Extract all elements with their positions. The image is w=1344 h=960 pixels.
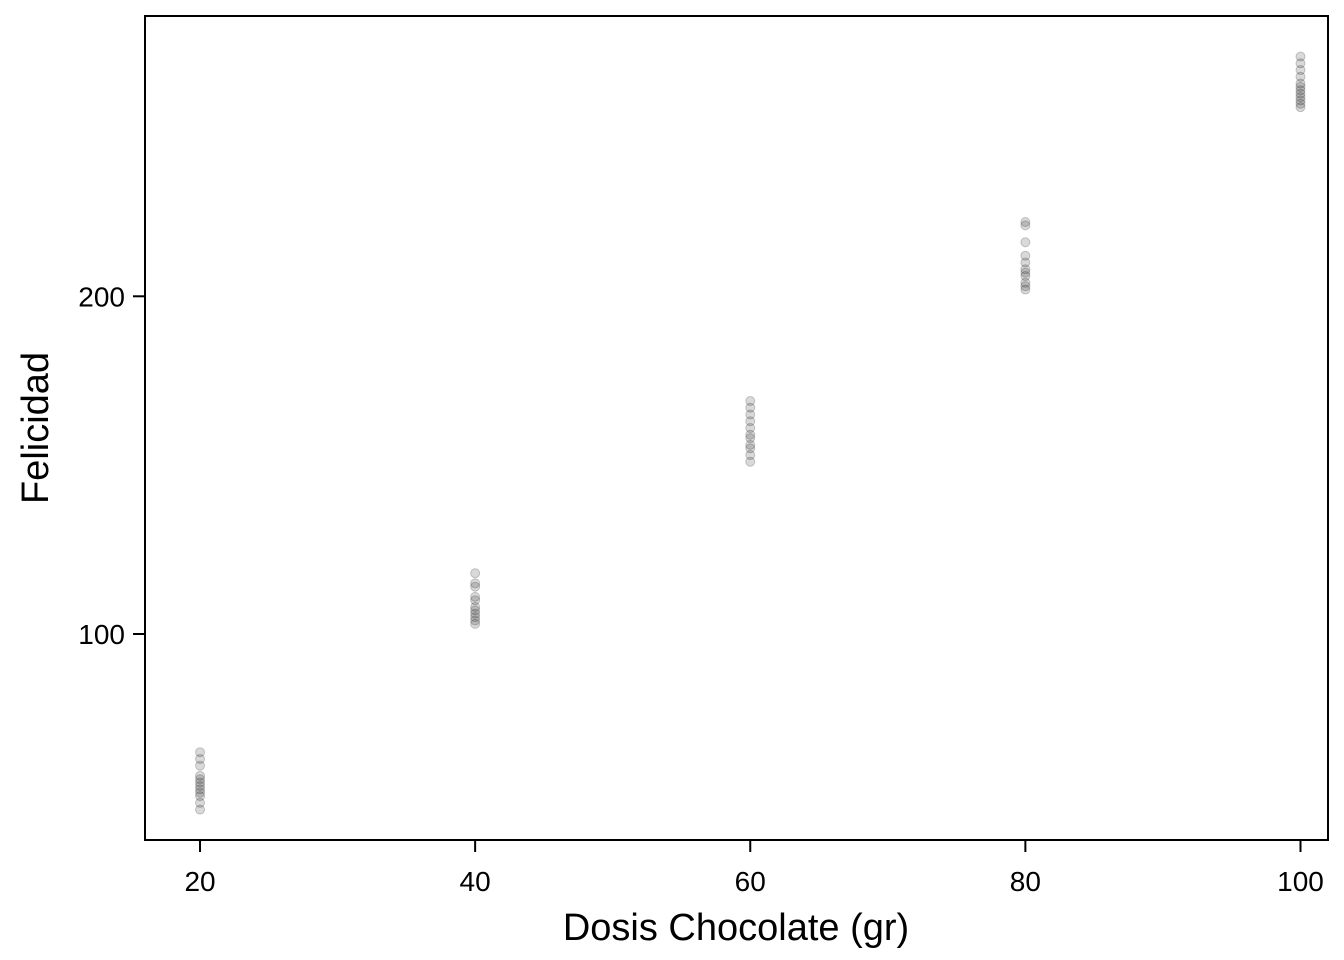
data-point [1020,237,1031,248]
data-point [195,753,206,764]
data-point [195,777,206,788]
data-point [1295,95,1306,106]
plot-panel [144,15,1329,841]
x-axis: 20 40 60 80 100 [184,840,1324,897]
data-point [745,416,756,427]
data-point [195,787,206,798]
data-point [195,780,206,791]
data-point [1020,267,1031,278]
data-point [470,618,481,629]
data-point [745,409,756,420]
data-point [1020,277,1031,288]
data-point [195,797,206,808]
data-point [470,612,481,623]
data-point [470,581,481,592]
data-point [1295,98,1306,109]
data-point [745,402,756,413]
data-point [195,784,206,795]
x-tick-label: 80 [1010,866,1041,897]
data-point [470,568,481,579]
data-point [745,433,756,444]
data-point [470,605,481,616]
data-point [1295,88,1306,99]
data-point [195,774,206,785]
points-layer [195,51,1306,815]
x-axis-title: Dosis Chocolate (gr) [563,907,909,949]
data-point [1020,281,1031,292]
data-point [1295,92,1306,103]
data-point [195,760,206,771]
data-point [1020,284,1031,295]
data-point [195,791,206,802]
data-point [195,747,206,758]
data-point [745,439,756,450]
data-point [1295,51,1306,62]
data-point [470,615,481,626]
data-point [1295,102,1306,113]
data-point [1295,65,1306,76]
data-point [1020,264,1031,275]
data-point [1020,220,1031,231]
data-point [1295,81,1306,92]
data-point [1020,250,1031,261]
data-point [745,395,756,406]
data-point [1295,78,1306,89]
data-point [745,443,756,454]
data-point [470,591,481,602]
data-point [470,595,481,606]
y-axis: 100 200 [78,281,145,650]
x-tick-label: 40 [460,866,491,897]
x-tick-label: 20 [184,866,215,897]
data-point [470,578,481,589]
data-point [195,804,206,815]
data-point [745,456,756,467]
data-point [195,770,206,781]
data-point [470,608,481,619]
data-point [1295,71,1306,82]
data-point [1295,85,1306,96]
data-point [1295,58,1306,69]
y-tick-label: 100 [78,619,125,650]
x-tick-label: 100 [1277,866,1324,897]
data-point [1020,271,1031,282]
data-point [745,429,756,440]
data-point [745,423,756,433]
y-tick-label: 200 [78,281,125,312]
y-axis-title: Felicidad [15,352,57,504]
data-point [745,450,756,461]
x-tick-label: 60 [735,866,766,897]
data-point [1020,217,1031,227]
data-point [470,601,481,612]
data-point [1020,257,1031,268]
